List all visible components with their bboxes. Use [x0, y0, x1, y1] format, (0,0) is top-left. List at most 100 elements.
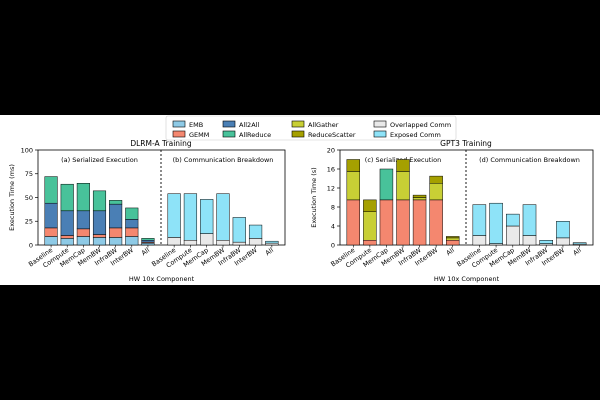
bar-segment: [248, 238, 263, 246]
bar-segment: [109, 237, 123, 246]
bar-segment: [556, 237, 570, 246]
y-tick-label: 50: [25, 194, 33, 202]
bar-segment: [539, 240, 553, 244]
bar-segment: [522, 204, 537, 236]
legend-item: Exposed Comm: [373, 130, 441, 139]
bar-segment: [76, 183, 90, 212]
legend-label: AllReduce: [239, 131, 271, 139]
bar-segment: [60, 238, 74, 246]
bar-segment: [429, 199, 443, 246]
legend-label: GEMM: [189, 131, 209, 139]
bar-segment: [472, 204, 487, 236]
legend-frame: [165, 115, 457, 141]
x-tick-label: All: [264, 246, 275, 257]
bar-segment: [92, 237, 107, 246]
y-tick-label: 25: [25, 218, 33, 226]
bar-segment: [363, 211, 377, 241]
bar-segment: [183, 240, 198, 246]
bar-segment: [216, 193, 230, 241]
bar-segment: [412, 199, 427, 246]
bar-segment: [363, 240, 377, 246]
bar-segment: [76, 210, 90, 230]
bar-segment: [396, 171, 410, 201]
panel-label: (b) Communication Breakdown: [173, 156, 274, 164]
chart-2: GPT3 Training 0 4 8 12 16 20 Execution Time (s)…: [310, 139, 594, 283]
y-tick-label: 8: [331, 203, 335, 211]
axes-frame: [37, 149, 286, 246]
bar-segment: [232, 241, 246, 246]
bar-segment: [44, 176, 58, 204]
y-axis-label: Execution Time (s): [310, 167, 318, 227]
bar-segment: [125, 219, 139, 229]
panel-1: (c) Serialized ExecutionBaselineComputeM…: [329, 156, 460, 270]
bar-segment: [489, 202, 503, 244]
bar-segment: [556, 221, 570, 239]
legend-item: AllGather: [291, 120, 339, 129]
bar-segment: [92, 234, 107, 238]
figure-canvas: EMB GEMM All2All AllReduce AllGather ReduceSc…: [0, 115, 600, 285]
legend-label: ReduceScatter: [308, 131, 356, 139]
x-tick-label: All: [140, 246, 151, 257]
y-tick-label: 20: [327, 146, 335, 154]
legend-label: AllGather: [308, 121, 339, 129]
bar-segment: [141, 238, 155, 241]
y-tick-label: 16: [327, 165, 335, 173]
y-tick-label: 75: [25, 170, 33, 178]
chart-title: DLRM-A Training: [130, 139, 192, 148]
bar-segment: [429, 183, 443, 201]
bar-segment: [346, 159, 360, 172]
bar-segment: [248, 224, 263, 239]
y-tick-label: 12: [327, 184, 335, 192]
bar-segment: [472, 235, 487, 246]
legend-label: All2All: [239, 121, 259, 129]
x-tick-label: All: [572, 246, 583, 257]
bar-segment: [412, 197, 427, 201]
bar-segment: [125, 207, 139, 220]
bar-segment: [396, 159, 410, 172]
legend-item: GEMM: [172, 130, 209, 139]
y-tick-label: 100: [21, 146, 33, 154]
legend-item: EMB: [172, 120, 203, 129]
bar-segment: [216, 240, 230, 246]
legend-swatch: [291, 130, 305, 138]
axes-frame: [339, 149, 594, 246]
bar-segment: [92, 210, 107, 235]
panel-label: (a) Serialized Execution: [61, 156, 138, 164]
bar-segment: [446, 236, 460, 239]
legend-swatch: [373, 130, 387, 138]
x-axis-label: HW 10x Component: [129, 275, 195, 283]
y-tick-label: 0: [331, 241, 335, 249]
legend-item: Overlapped Comm: [373, 120, 451, 129]
bar-segment: [76, 228, 90, 237]
bar-segment: [183, 193, 198, 241]
legend-swatch: [172, 130, 186, 138]
bar-segment: [446, 237, 460, 241]
bar-segment: [396, 199, 410, 246]
bar-segment: [200, 233, 214, 246]
bar-segment: [60, 183, 74, 212]
bar-segment: [92, 190, 107, 212]
bar-segment: [572, 242, 587, 245]
legend-label: Overlapped Comm: [390, 121, 451, 129]
bar-segment: [265, 242, 279, 246]
bar-segment: [446, 240, 460, 246]
y-axis-label: Execution Time (ms): [8, 164, 16, 231]
bar-segment: [60, 235, 74, 239]
legend-item: AllReduce: [222, 130, 271, 139]
bar-segment: [44, 202, 58, 229]
bar-segment: [60, 210, 74, 236]
chart-svg: EMB GEMM All2All AllReduce AllGather ReduceSc…: [8, 115, 594, 283]
bar-segment: [200, 199, 214, 234]
bar-segment: [44, 227, 58, 237]
bar-segment: [346, 199, 360, 246]
y-tick-label: 0: [29, 241, 33, 249]
bar-segment: [109, 227, 123, 238]
legend-swatch: [222, 120, 236, 128]
bar-segment: [76, 236, 90, 246]
bar-segment: [109, 203, 123, 229]
bar-segment: [167, 237, 181, 246]
bar-segment: [125, 227, 139, 237]
bar-segment: [141, 242, 155, 246]
legend-label: Exposed Comm: [390, 131, 441, 139]
bar-segment: [44, 236, 58, 246]
